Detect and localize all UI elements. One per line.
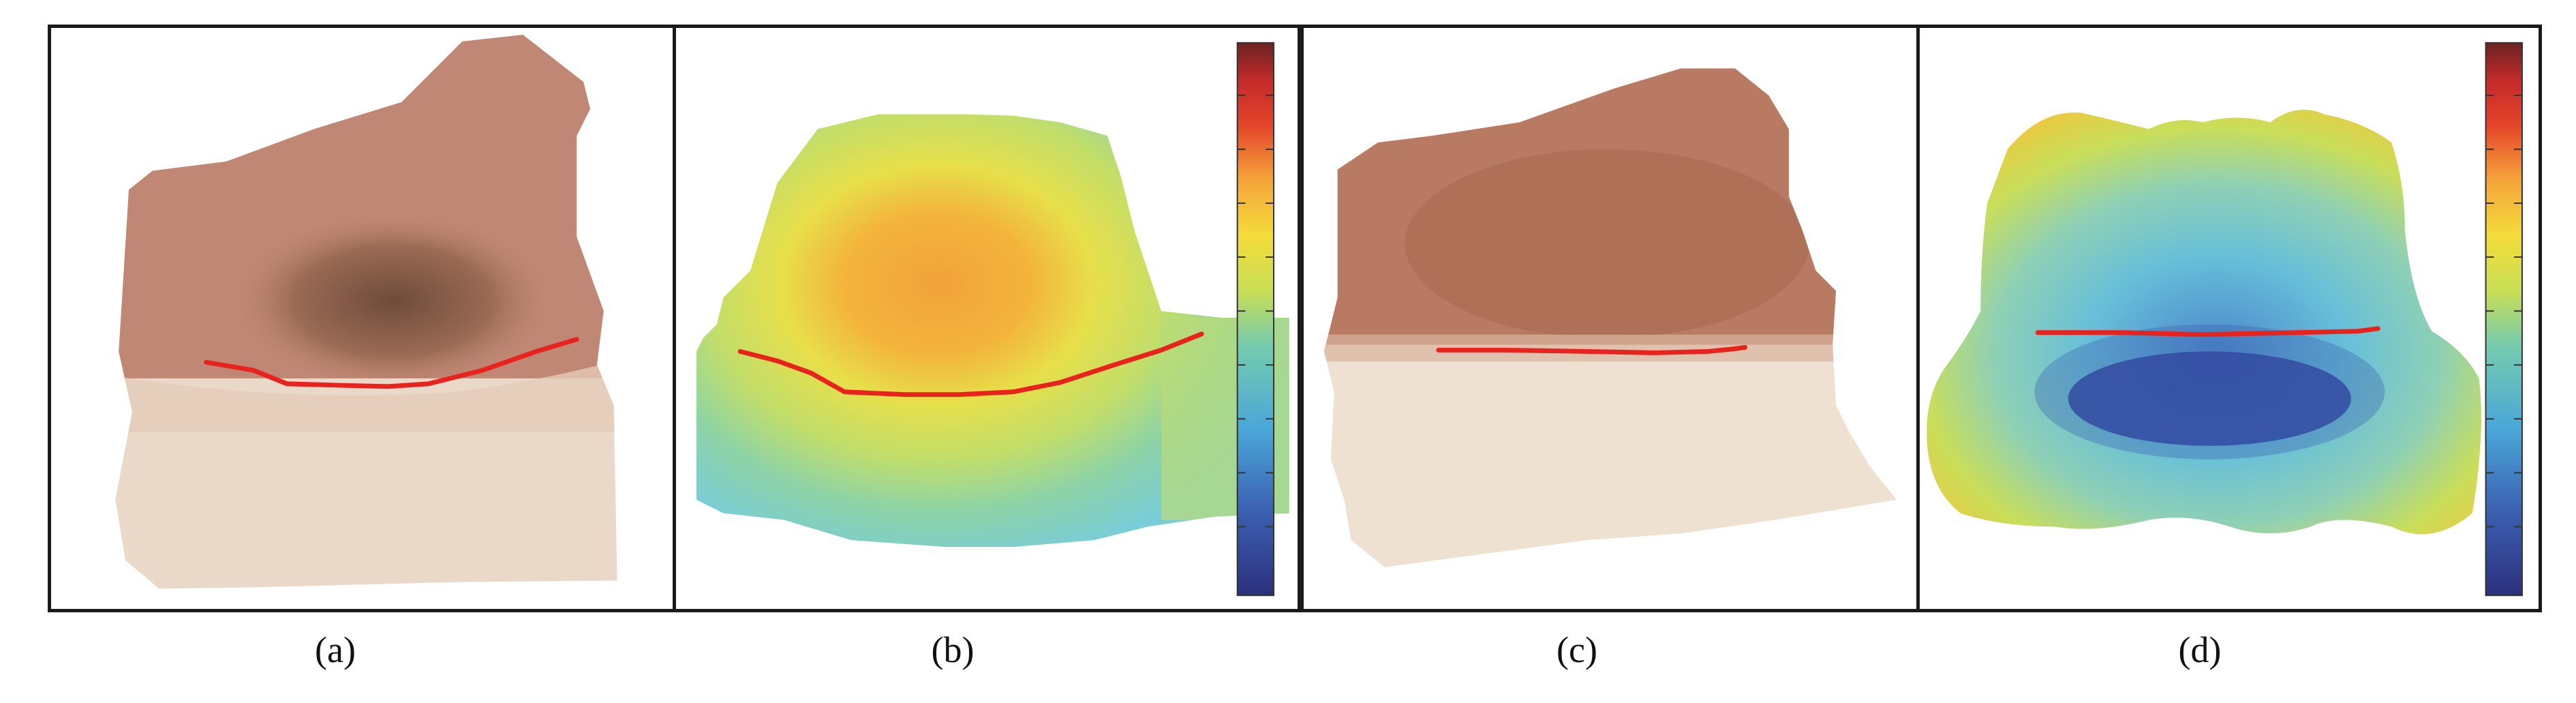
panel-a-tissue-photo <box>48 25 676 612</box>
colorbar-b <box>1236 42 1275 597</box>
heatmap-b-image <box>696 42 1289 597</box>
boundary-line-c <box>1436 345 1748 355</box>
caption-c: (c) <box>1557 629 1597 670</box>
panel-b-heatmap <box>673 25 1301 612</box>
colorbar-d <box>2485 42 2523 597</box>
caption-d: (d) <box>2178 629 2222 670</box>
boundary-line-b <box>737 331 1204 398</box>
caption-a: (a) <box>315 629 356 670</box>
heatmap-d-image <box>1927 42 2523 597</box>
tissue-c-lower <box>1323 344 1897 567</box>
tissue-a-dark-region <box>192 209 557 413</box>
boundary-line-d <box>2035 326 2380 338</box>
tissue-a-image <box>115 34 617 589</box>
caption-b: (b) <box>931 629 975 670</box>
panel-c-tissue-photo <box>1300 25 1920 612</box>
heatmap-d-field <box>1927 109 2481 535</box>
heatmap-d-low-region <box>2068 351 2351 446</box>
tissue-c-image <box>1323 68 1897 567</box>
boundary-line-a <box>204 337 579 389</box>
panel-d-heatmap <box>1916 25 2542 612</box>
